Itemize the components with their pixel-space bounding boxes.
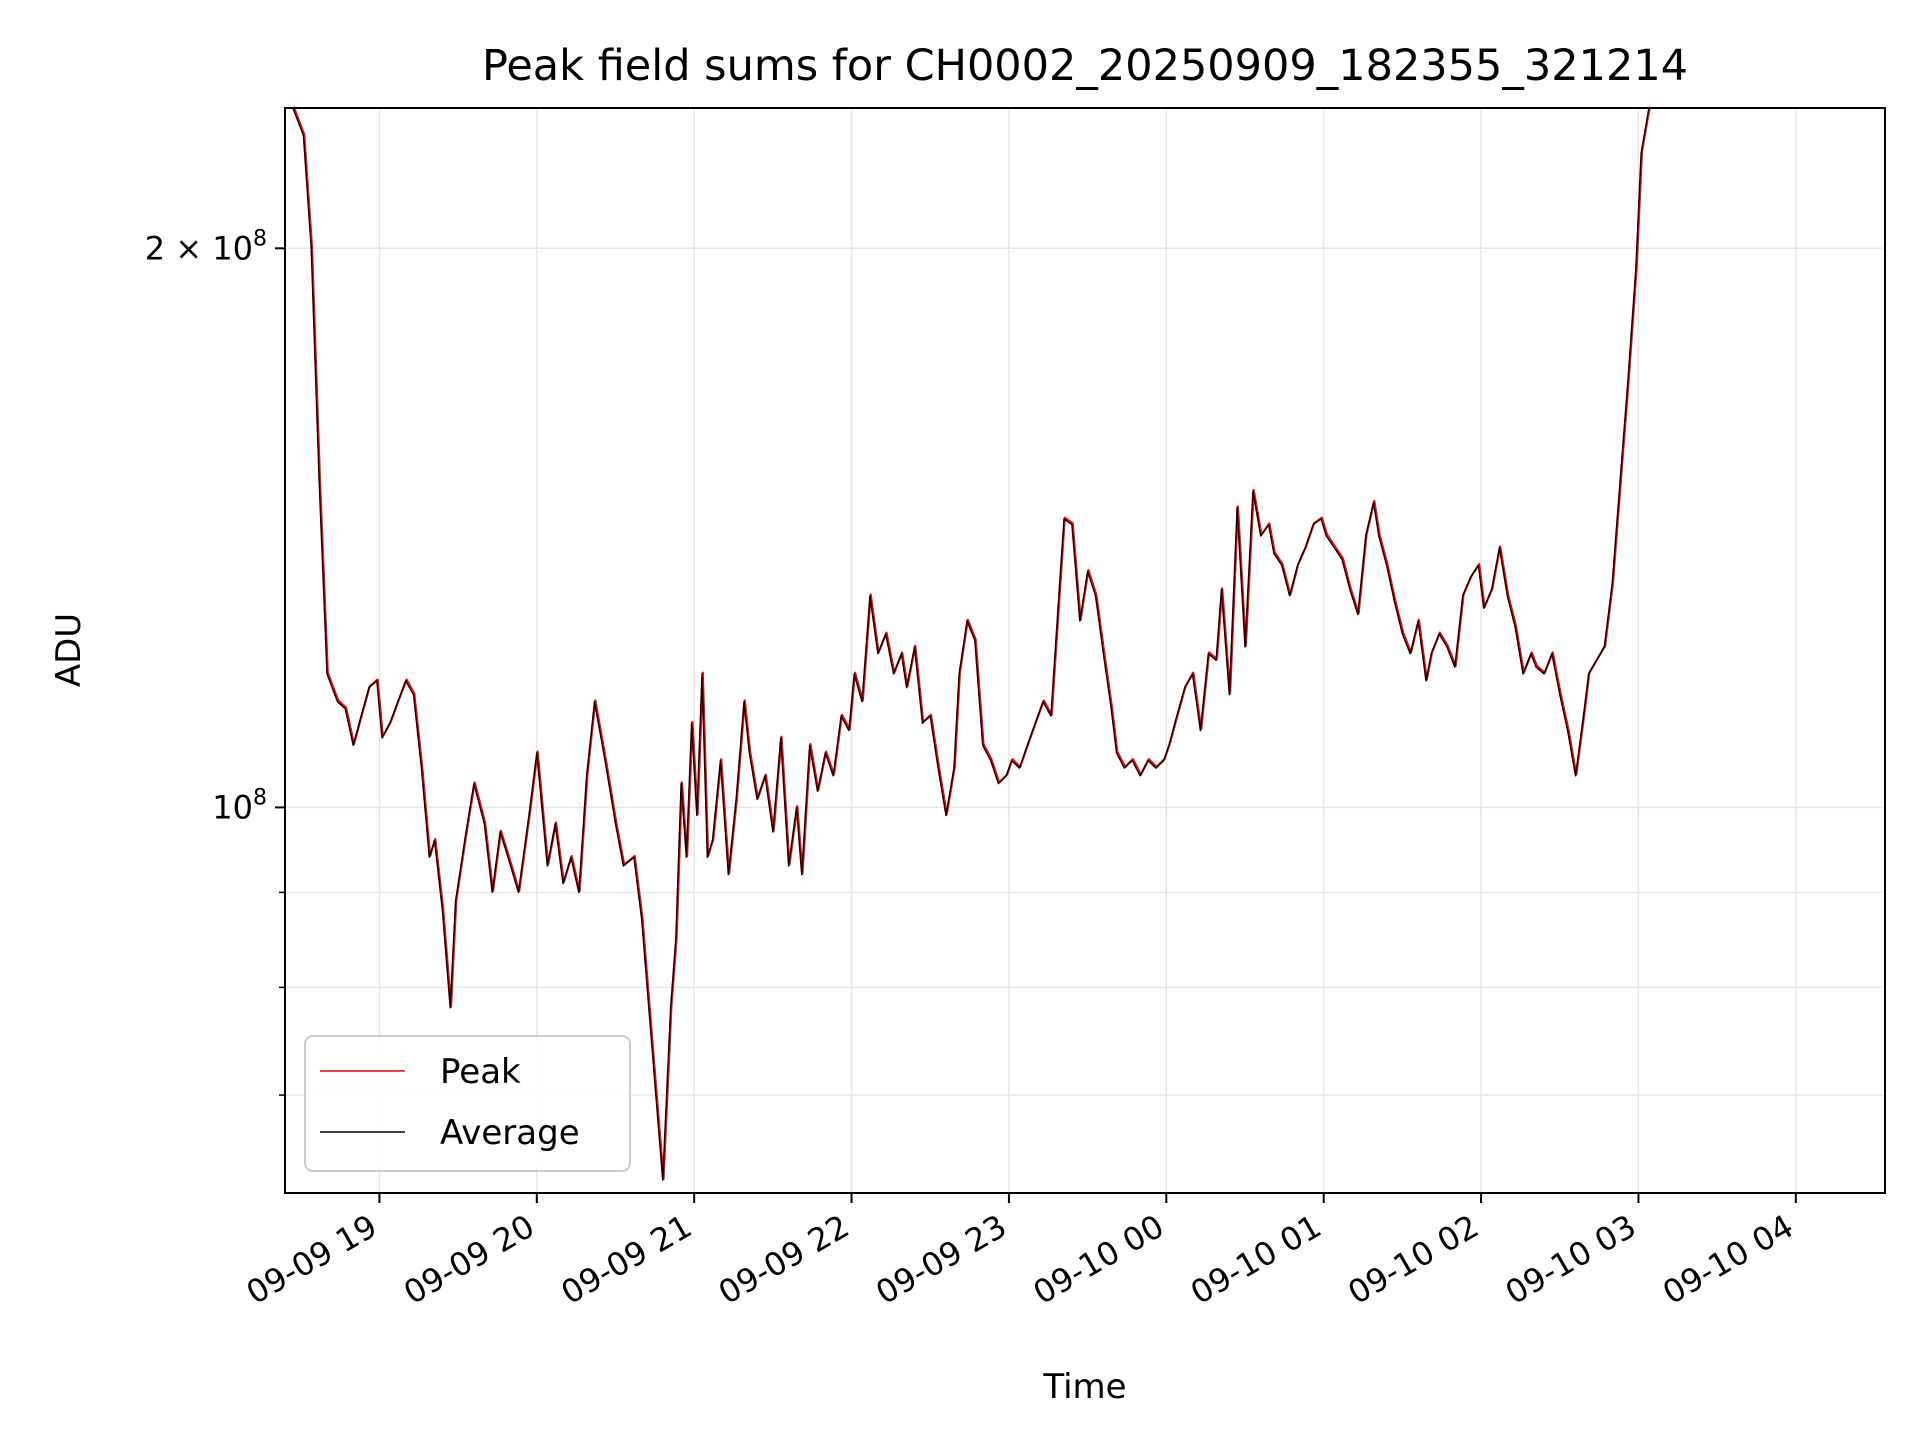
chart-title: Peak field sums for CH0002_20250909_1823… xyxy=(482,41,1688,91)
y-tick-label: 2 × 108 xyxy=(145,226,267,267)
legend-label-peak: Peak xyxy=(440,1052,521,1092)
y-tick-label: 108 xyxy=(212,785,267,826)
series-lines xyxy=(292,106,1651,1181)
legend-box xyxy=(304,1035,631,1172)
legend-label-average: Average xyxy=(440,1113,580,1153)
grid-lines xyxy=(285,108,1885,1193)
x-axis-label: Time xyxy=(1042,1367,1126,1407)
series-line-average xyxy=(292,107,1650,1181)
legend: Peak Average xyxy=(304,1035,631,1172)
y-axis-label: ADU xyxy=(49,613,89,687)
y-axis: 108 2 × 108 xyxy=(145,226,285,1096)
plot-frame xyxy=(284,107,1886,1194)
